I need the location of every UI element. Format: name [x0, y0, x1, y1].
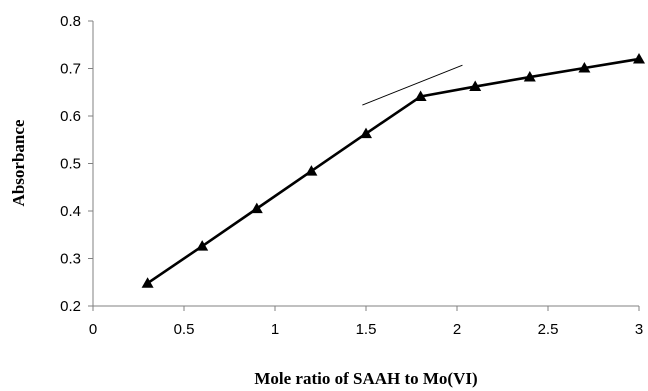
data-point [360, 127, 372, 139]
y-tick-label: 0.5 [60, 156, 81, 173]
series-line [146, 57, 640, 285]
y-tick-label: 0.3 [60, 251, 81, 268]
x-tick-label: 0 [89, 321, 97, 338]
y-axis-title: Absorbance [9, 119, 28, 206]
x-tick-label: 1 [271, 321, 279, 338]
trend-lines [362, 64, 463, 106]
data-point [196, 240, 209, 251]
data-point [578, 62, 591, 73]
y-tick-label: 0.4 [60, 203, 81, 220]
y-ticks: 0.2 0.3 0.4 0.5 0.6 0.7 0.8 [60, 13, 93, 315]
y-tick-label: 0.7 [60, 61, 81, 78]
x-ticks: 0 0.5 1 1.5 2 2.5 3 [89, 306, 643, 338]
x-tick-label: 2 [453, 321, 461, 338]
y-tick-label: 0.6 [60, 108, 81, 125]
x-tick-label: 1.5 [356, 321, 377, 338]
y-tick-label: 0.2 [60, 298, 81, 315]
data-point [250, 202, 263, 214]
plot-area [141, 53, 645, 288]
x-tick-label: 3 [635, 321, 643, 338]
data-point [523, 71, 536, 82]
x-tick-label: 2.5 [538, 321, 559, 338]
trend-line [362, 64, 463, 106]
data-point [305, 165, 318, 176]
data-point [469, 80, 482, 92]
y-tick-label: 0.8 [60, 13, 81, 30]
x-axis-title: Mole ratio of SAAH to Mo(VI) [254, 369, 477, 388]
data-point [141, 277, 154, 288]
data-point [633, 53, 645, 64]
data-point [414, 90, 427, 102]
x-tick-label: 0.5 [174, 321, 195, 338]
